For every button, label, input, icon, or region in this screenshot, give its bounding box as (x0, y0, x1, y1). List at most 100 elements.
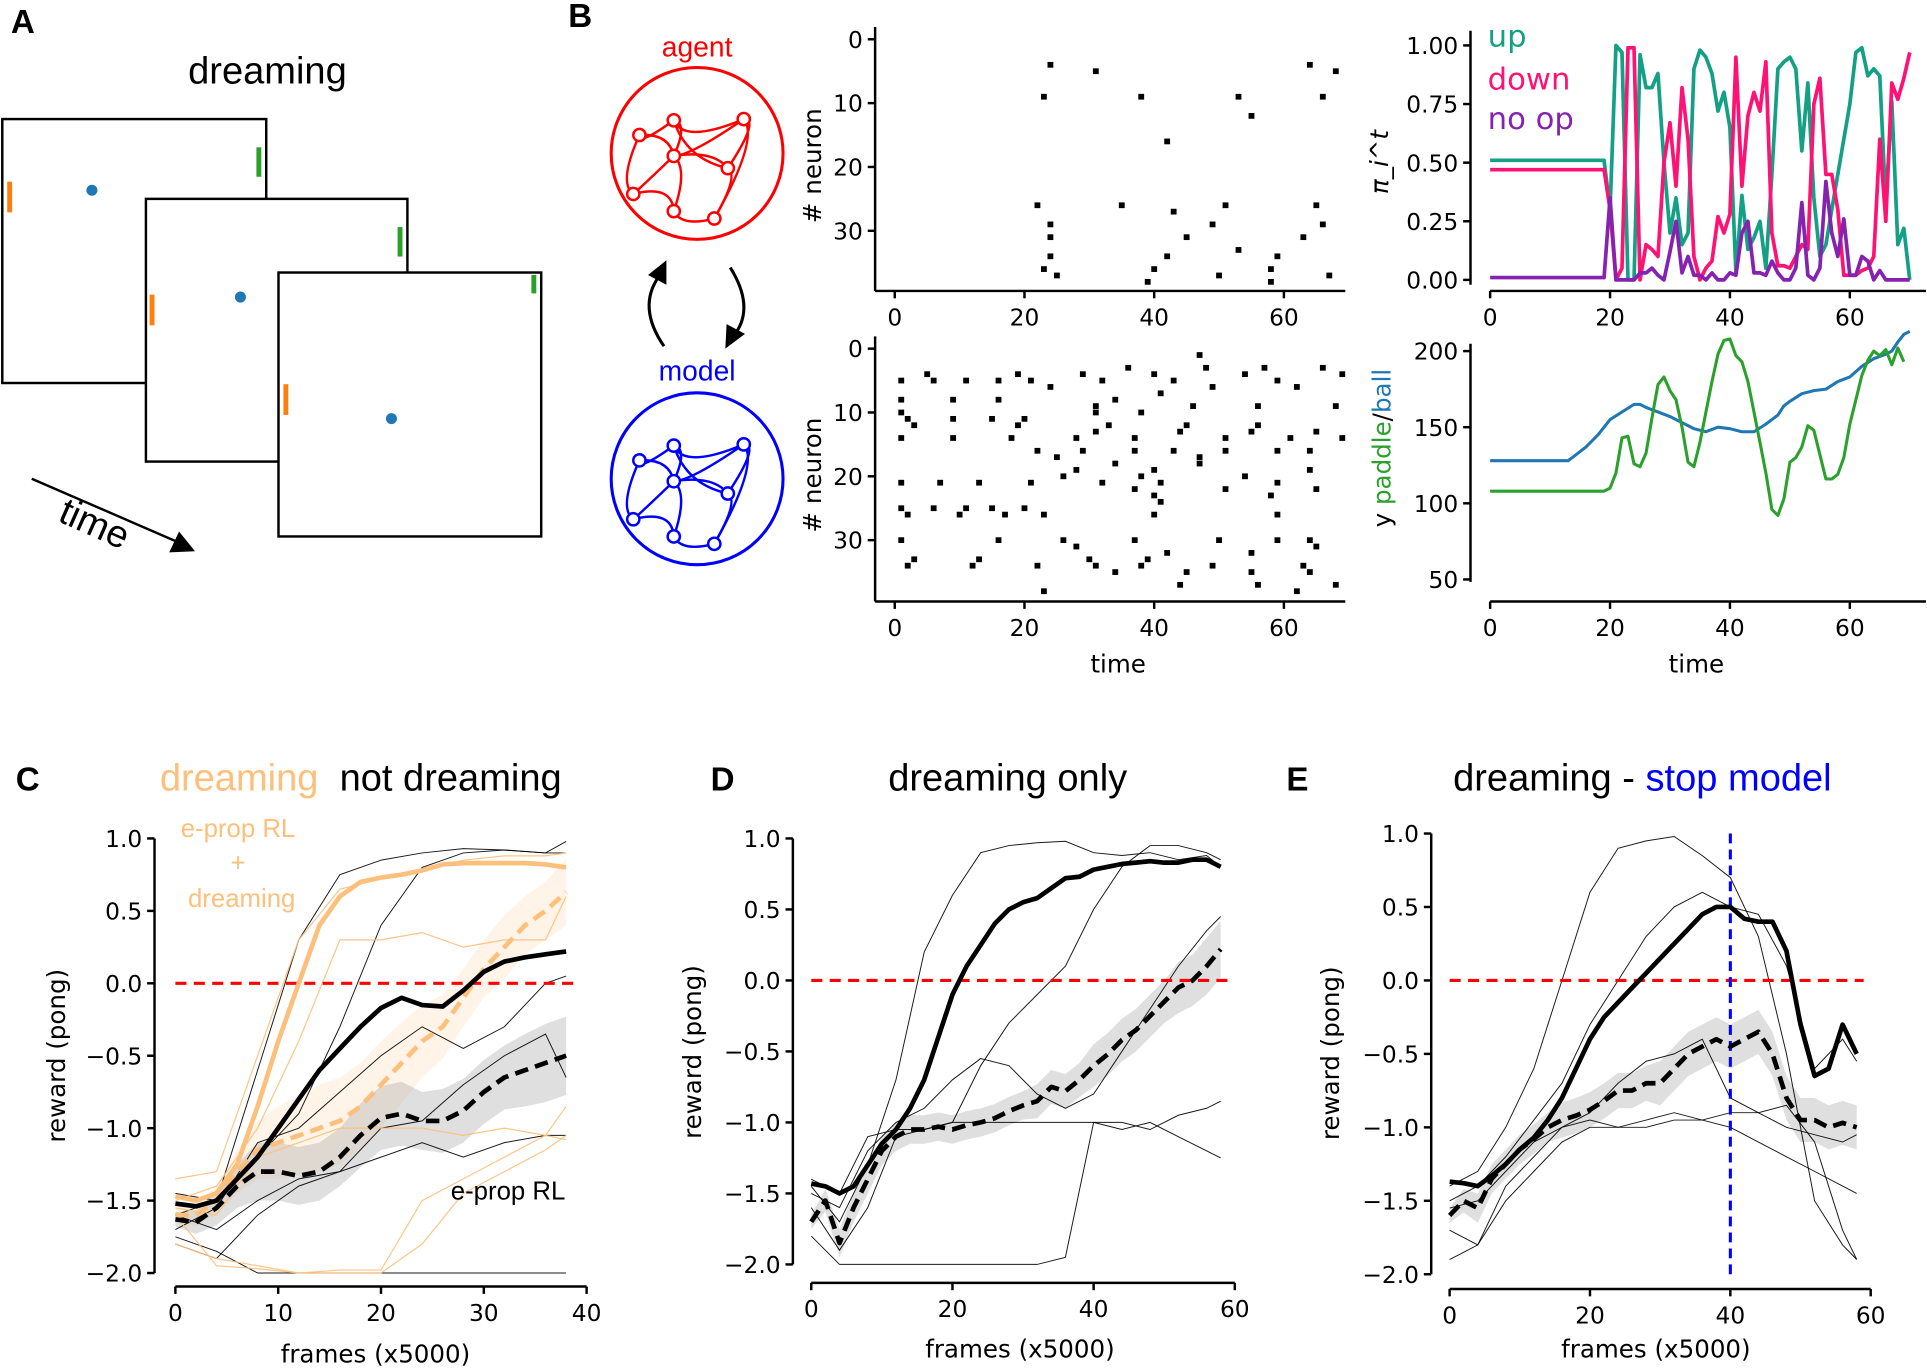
chart-title: dreaming - stop model (1453, 758, 1832, 800)
x-tick-label: 20 (1010, 615, 1040, 642)
y-axis-label-part: ball (1368, 369, 1397, 413)
network-edge (672, 154, 683, 212)
x-tick-label: 0 (1442, 1302, 1457, 1329)
spread-band (811, 920, 1221, 1258)
spike (995, 377, 1002, 384)
chart-6: −2.0 −1.5 −1.0 −0.5 0.0 0.5 1.0 0 20 40 60 reward (… (1286, 758, 1885, 1364)
y-axis-label-part: y (1368, 505, 1397, 527)
panel-label-b: B (568, 0, 592, 35)
y-tick-label: −0.5 (724, 1039, 781, 1066)
x-tick-label: 0 (887, 615, 902, 642)
network-node (720, 160, 736, 176)
spike (1274, 479, 1281, 486)
spike (1112, 396, 1119, 403)
spike (1157, 479, 1164, 486)
chart-3: 50 100 150 200 0 20 40 60 y paddle/ball time (1368, 329, 1926, 679)
spike (1293, 588, 1300, 595)
spike (1268, 492, 1274, 499)
network-edge (632, 155, 675, 195)
spike (989, 415, 995, 422)
spike (1157, 390, 1164, 397)
chart-2: 0.00 0.25 0.50 0.75 1.00 0 20 40 60 π_i^t up down no… (1365, 20, 1926, 331)
spike (1248, 428, 1255, 435)
spike (950, 396, 957, 403)
y-axis-label: reward (pong) (1316, 966, 1345, 1140)
spike (1222, 202, 1229, 209)
spike (1332, 403, 1339, 409)
spike (911, 556, 918, 563)
spike (950, 415, 957, 422)
y-tick-label: 0.50 (1406, 150, 1458, 177)
spike (1060, 473, 1067, 480)
y-axis-label: reward (pong) (678, 965, 707, 1139)
spike (898, 377, 905, 384)
x-tick-label: 60 (1835, 304, 1865, 331)
spike (1177, 581, 1184, 588)
spike (1021, 505, 1028, 512)
y-tick-label: −2.0 (724, 1252, 781, 1279)
spike (1092, 409, 1099, 416)
spike (1131, 537, 1138, 544)
network-edge (632, 480, 675, 521)
spike (1015, 371, 1021, 378)
y-tick-label: 30 (833, 528, 863, 555)
spike (1060, 537, 1067, 544)
right-paddle (531, 274, 537, 294)
x-tick-label: 40 (1139, 615, 1169, 642)
left-paddle (149, 294, 155, 326)
network-node (736, 437, 752, 452)
individual-run-line (810, 840, 1221, 1223)
individual-run-line (175, 1127, 567, 1216)
spike (1235, 247, 1242, 253)
spike (1021, 415, 1028, 422)
legend-entry: up (1488, 20, 1527, 55)
y-axis-label: # neuron (798, 108, 827, 223)
spike (1300, 234, 1307, 241)
spike (1177, 428, 1184, 435)
x-tick-label: 0 (1483, 615, 1498, 642)
spike (911, 422, 918, 429)
right-paddle (397, 227, 403, 257)
spike (1274, 447, 1281, 454)
no-op-line (1490, 179, 1910, 282)
y-tick-label: −2.0 (1362, 1262, 1419, 1289)
y-tick-label: 0 (848, 336, 863, 363)
spike (1222, 447, 1229, 454)
spike (1339, 435, 1346, 441)
panel-label-c: C (16, 762, 40, 799)
spike (1306, 447, 1313, 454)
spike (1047, 221, 1054, 228)
time-arrow-label: time (53, 490, 136, 558)
spike (1099, 479, 1106, 486)
spike (1339, 371, 1346, 378)
network-node (666, 148, 682, 164)
x-tick-label: 40 (1715, 615, 1745, 642)
spike (1190, 403, 1197, 409)
x-tick-label: 60 (1856, 1302, 1886, 1329)
median-line (175, 1053, 567, 1225)
y-tick-label: 0.75 (1406, 92, 1458, 119)
y-tick-label: 150 (1414, 415, 1459, 442)
ball (234, 291, 246, 303)
spike (1151, 492, 1158, 499)
spike (963, 377, 970, 384)
network-node (666, 473, 682, 489)
y-tick-label: 0.00 (1406, 267, 1458, 294)
spike (1125, 364, 1132, 371)
spike (1092, 403, 1099, 409)
individual-run-line (1449, 1112, 1857, 1209)
chart-5: −2.0 −1.5 −1.0 −0.5 0.0 0.5 1.0 0 20 40 60 reward (… (678, 758, 1250, 1364)
spike (1164, 550, 1171, 556)
spike (1112, 460, 1119, 467)
y-tick-label: 1.0 (1382, 821, 1419, 848)
spike (976, 556, 982, 563)
median-line (175, 890, 568, 1218)
spike (950, 435, 957, 441)
spike (1293, 384, 1300, 390)
title-spacer (318, 758, 339, 800)
annotation: dreaming (188, 885, 295, 913)
panel-a: A dreaming time (1, 4, 543, 558)
legend-entry: down (1488, 63, 1571, 98)
spike (1183, 422, 1190, 429)
